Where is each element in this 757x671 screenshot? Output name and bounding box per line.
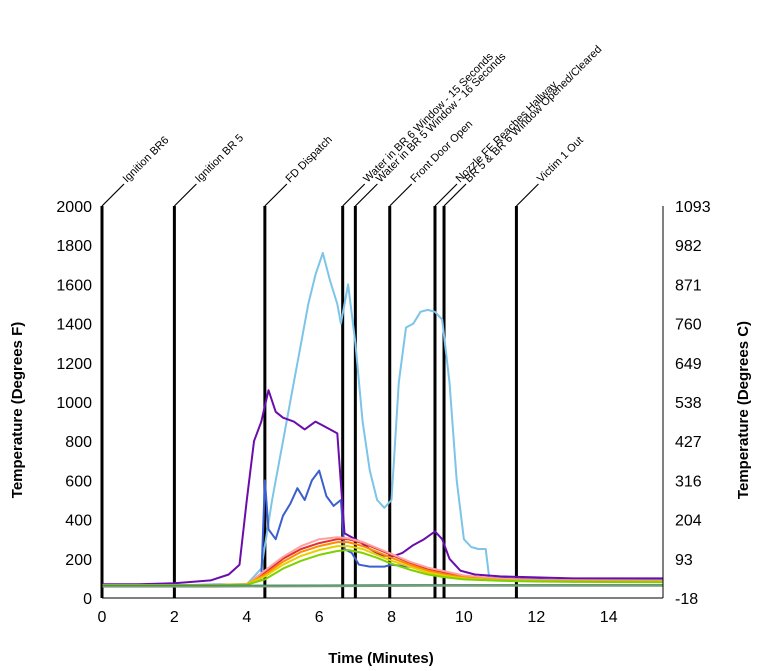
y-tick-label: 200 (65, 552, 92, 569)
event-label: Ignition BR6 (121, 134, 172, 185)
y-tick-label: 800 (65, 434, 92, 451)
y2-tick-label: 649 (675, 356, 702, 373)
y-tick-label: 600 (65, 473, 92, 490)
event-label: Ignition BR 5 (193, 132, 246, 185)
y-tick-label: 1800 (56, 238, 92, 255)
y2-tick-label: 1093 (675, 199, 711, 216)
event-leader (354, 183, 378, 207)
event-leader (389, 183, 413, 207)
y2-tick-label: -18 (675, 591, 698, 608)
y-tick-labels: 0 200 400 600 800 1000 1200 1400 1600 1800 2000 (56, 199, 92, 608)
series-line (102, 536, 664, 587)
axes (101, 206, 664, 599)
series-lines (102, 252, 664, 588)
event-leader (443, 183, 467, 207)
y2-tick-label: 427 (675, 434, 702, 451)
event-leader (173, 183, 197, 207)
series-line (102, 584, 663, 588)
x-tick-label: 4 (242, 609, 251, 626)
y2-tick-labels: -18 93 204 316 427 538 649 760 871 982 1093 (675, 199, 711, 608)
event-leader (264, 183, 288, 207)
x-tick-labels: 0 2 4 6 8 10 12 14 (98, 609, 618, 626)
event-leader (342, 183, 366, 207)
y-tick-label: 2000 (56, 199, 92, 216)
y2-tick-label: 538 (675, 395, 702, 412)
x-tick-label: 10 (455, 609, 473, 626)
y2-tick-label: 871 (675, 277, 702, 294)
y-tick-label: 1400 (56, 317, 92, 334)
y2-tick-label: 316 (675, 473, 702, 490)
series-line (102, 469, 663, 587)
event-leader (434, 183, 458, 207)
x-tick-label: 0 (98, 609, 107, 626)
x-tick-label: 6 (315, 609, 324, 626)
series-line (102, 549, 664, 587)
event-leader (101, 183, 125, 207)
event-label: FD Dispatch (284, 134, 335, 185)
y-tick-label: 400 (65, 513, 92, 530)
x-axis-title: Time (Minutes) (328, 650, 434, 667)
x-tick-label: 14 (600, 609, 618, 626)
y2-tick-label: 982 (675, 238, 702, 255)
series-line (102, 389, 663, 586)
y2-tick-label: 760 (675, 317, 702, 334)
event-leader (515, 183, 539, 207)
y2-tick-label: 204 (675, 513, 702, 530)
y-tick-label: 1000 (56, 395, 92, 412)
y-tick-label: 0 (83, 591, 92, 608)
y2-axis-title: Temperature (Degrees C) (735, 321, 752, 499)
y-tick-label: 1600 (56, 277, 92, 294)
event-label: Victim 1 Out (535, 134, 586, 185)
x-tick-label: 8 (387, 609, 396, 626)
x-tick-label: 12 (527, 609, 545, 626)
x-tick-label: 2 (170, 609, 179, 626)
y-tick-label: 1200 (56, 356, 92, 373)
series-line (102, 252, 663, 587)
y-axis-title: Temperature (Degrees F) (9, 322, 26, 498)
y2-tick-label: 93 (675, 552, 693, 569)
